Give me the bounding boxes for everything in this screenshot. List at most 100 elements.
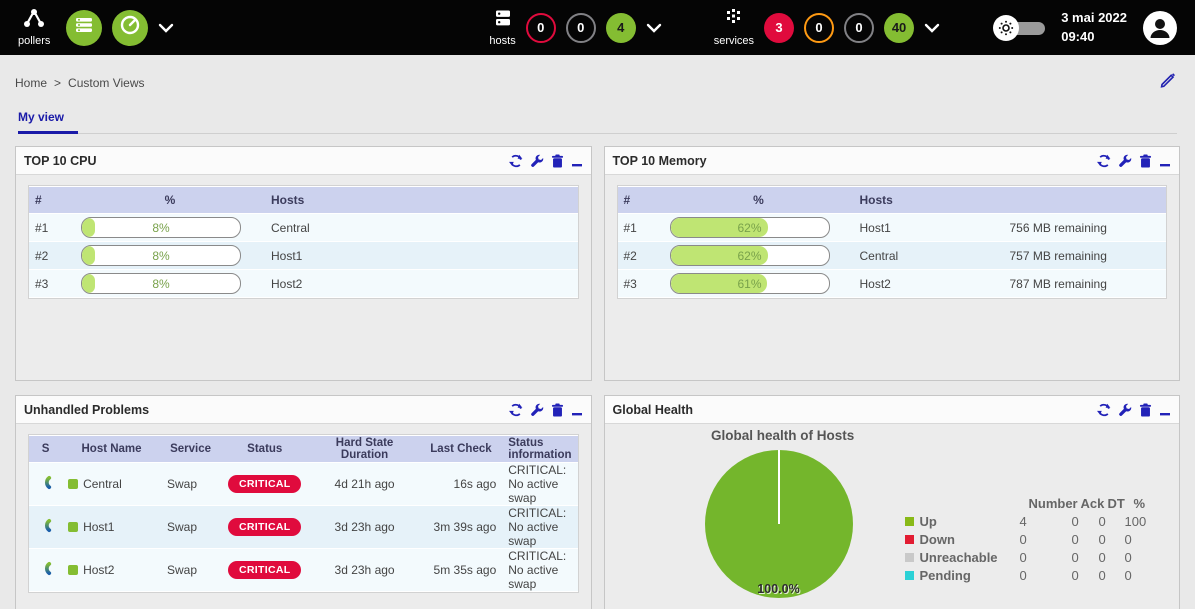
host-name: Host1	[853, 214, 1004, 241]
wrench-icon[interactable]	[1118, 154, 1132, 168]
tab-my-view[interactable]: My view	[18, 104, 79, 134]
panel-header: TOP 10 Memory	[604, 147, 1179, 175]
refresh-icon[interactable]	[508, 403, 523, 417]
rank: #3	[617, 270, 664, 297]
legend-label: Up	[919, 513, 937, 529]
memory-remaining: 757 MB remaining	[1003, 242, 1166, 269]
time: 09:40	[1061, 28, 1095, 44]
centreon-logo-icon	[45, 518, 52, 533]
clock: 3 mai 2022 09:40	[1061, 9, 1127, 47]
panel-top10-memory: TOP 10 Memory # % Hosts #1 62%	[603, 146, 1180, 381]
table-row: #2 8% Host1	[29, 242, 578, 269]
col-duration: Hard State Duration	[309, 436, 420, 462]
legend-header-row: Number Ack DT %	[905, 494, 1168, 512]
edit-view-pencil-icon[interactable]	[1159, 71, 1177, 94]
table-row[interactable]: Central Swap CRITICAL 4d 21h ago 16s ago…	[29, 463, 578, 505]
percent-label: 61%	[737, 276, 762, 291]
service-name[interactable]: Swap	[161, 549, 221, 591]
memory-progress-bar: 61%	[669, 273, 830, 294]
wrench-icon[interactable]	[530, 154, 544, 168]
hard-state-duration: 3d 23h ago	[309, 506, 420, 548]
legend-number: 4	[1019, 513, 1027, 529]
legend-pct: 0	[1124, 567, 1132, 583]
panel-title: TOP 10 Memory	[612, 153, 707, 168]
pollers-chevron-down-icon[interactable]	[158, 23, 174, 33]
legend-label: Down	[919, 531, 955, 547]
hosts-up-badge[interactable]: 4	[605, 12, 636, 43]
host-name[interactable]: Host2	[83, 563, 115, 577]
refresh-icon[interactable]	[1097, 403, 1111, 417]
host-status-square	[68, 479, 79, 489]
hosts-label: hosts	[489, 35, 516, 47]
legend-color-swatch	[904, 570, 914, 580]
hosts-health-pie-chart[interactable]	[704, 450, 853, 598]
services-ok-badge[interactable]: 40	[884, 12, 915, 43]
trash-icon[interactable]	[551, 154, 564, 168]
gauge-button[interactable]	[112, 9, 149, 46]
hosts-menu[interactable]: hosts	[489, 8, 516, 47]
host-name[interactable]: Host1	[83, 520, 115, 534]
panel-title: Unhandled Problems	[24, 402, 150, 417]
trash-icon[interactable]	[551, 403, 564, 417]
percent-label: 8%	[152, 276, 170, 291]
legend-header-number: Number	[1028, 495, 1078, 511]
services-menu[interactable]: services	[714, 8, 754, 47]
table-row[interactable]: Host2 Swap CRITICAL 3d 23h ago 5m 35s ag…	[29, 549, 578, 591]
percent-label: 62%	[737, 220, 762, 235]
services-unknown-badge[interactable]: 0	[844, 12, 875, 43]
hosts-down-badge[interactable]: 0	[525, 12, 556, 43]
legend-color-swatch	[904, 552, 914, 562]
minimize-icon[interactable]	[1159, 403, 1171, 416]
centreon-logo-icon	[45, 561, 52, 576]
host-name: Central	[265, 214, 578, 241]
table-row[interactable]: Host1 Swap CRITICAL 3d 23h ago 3m 39s ag…	[29, 506, 578, 548]
refresh-icon[interactable]	[1097, 154, 1111, 168]
wrench-icon[interactable]	[1118, 403, 1132, 417]
legend-number: 0	[1019, 549, 1027, 565]
hosts-unreachable-badge[interactable]: 0	[565, 12, 596, 43]
trash-icon[interactable]	[1139, 403, 1152, 417]
services-chevron-down-icon[interactable]	[924, 23, 940, 33]
legend-label: Pending	[919, 567, 971, 583]
pollers-menu[interactable]: pollers	[18, 8, 50, 47]
gauge-icon	[119, 14, 141, 41]
legend-pct: 100	[1124, 513, 1147, 529]
legend-ack: 0	[1071, 549, 1079, 565]
percent-label: 62%	[737, 248, 762, 263]
services-warning-badge[interactable]: 0	[804, 12, 835, 43]
hosts-chevron-down-icon[interactable]	[646, 23, 662, 33]
status-badge: CRITICAL	[228, 518, 302, 536]
user-avatar[interactable]	[1143, 10, 1177, 45]
col-service: Service	[161, 436, 221, 462]
panel-top10-cpu: TOP 10 CPU # % Hosts #1 8% Central	[15, 146, 592, 381]
breadcrumb-home[interactable]: Home	[15, 75, 48, 90]
minimize-icon[interactable]	[571, 154, 583, 167]
minimize-icon[interactable]	[571, 403, 583, 416]
tab-bar: My view	[18, 104, 1177, 134]
table-row: #1 62% Host1 756 MB remaining	[617, 214, 1166, 241]
legend-ack: 0	[1071, 567, 1079, 583]
cpu-progress-bar: 8%	[81, 245, 241, 266]
panel-header: Global Health	[604, 396, 1179, 424]
date: 3 mai 2022	[1061, 9, 1127, 25]
rank: #2	[617, 242, 664, 269]
pollers-label: pollers	[18, 35, 51, 47]
breadcrumb-row: Home > Custom Views	[0, 55, 1195, 100]
service-name[interactable]: Swap	[161, 506, 221, 548]
host-status-square	[68, 522, 79, 532]
services-critical-badge[interactable]: 3	[764, 12, 795, 43]
services-icon	[723, 8, 745, 33]
trash-icon[interactable]	[1139, 154, 1152, 168]
minimize-icon[interactable]	[1159, 154, 1171, 167]
legend-dt: 0	[1098, 549, 1106, 565]
wrench-icon[interactable]	[530, 403, 544, 417]
legend-color-swatch	[904, 534, 914, 544]
panel-header: Unhandled Problems	[16, 396, 591, 424]
host-name[interactable]: Central	[83, 477, 122, 491]
poller-list-button[interactable]	[66, 9, 103, 46]
col-status-info: Status information	[502, 436, 578, 462]
refresh-icon[interactable]	[508, 154, 523, 168]
dark-mode-toggle[interactable]	[993, 14, 1046, 41]
service-name[interactable]: Swap	[161, 463, 221, 505]
breadcrumb-current[interactable]: Custom Views	[68, 75, 145, 90]
